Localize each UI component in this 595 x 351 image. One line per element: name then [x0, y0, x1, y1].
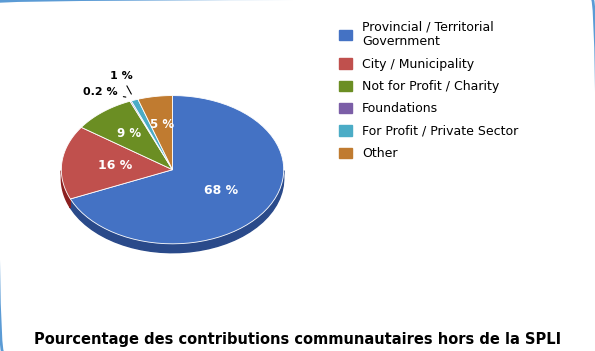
Text: 5 %: 5 % — [149, 118, 174, 131]
Polygon shape — [82, 101, 173, 170]
Polygon shape — [61, 127, 173, 199]
Polygon shape — [130, 101, 173, 170]
Polygon shape — [131, 99, 173, 170]
Legend: Provincial / Territorial
Government, City / Municipality, Not for Profit / Chari: Provincial / Territorial Government, Cit… — [340, 20, 518, 160]
Text: 68 %: 68 % — [203, 184, 238, 197]
Text: 9 %: 9 % — [117, 127, 142, 140]
Text: 16 %: 16 % — [98, 159, 132, 172]
Text: Pourcentage des contributions communautaires hors de la SPLI: Pourcentage des contributions communauta… — [34, 332, 561, 347]
Text: 1 %: 1 % — [110, 71, 133, 94]
Polygon shape — [61, 171, 70, 208]
Text: 0.2 %: 0.2 % — [83, 87, 126, 98]
Polygon shape — [70, 95, 284, 244]
Polygon shape — [70, 171, 284, 253]
Polygon shape — [138, 95, 173, 170]
